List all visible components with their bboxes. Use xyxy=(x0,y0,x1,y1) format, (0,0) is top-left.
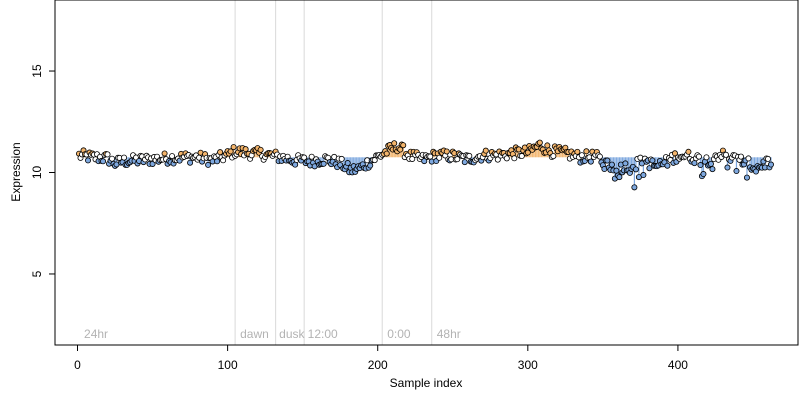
data-point xyxy=(187,159,194,166)
data-point xyxy=(622,160,629,167)
data-point xyxy=(700,171,707,178)
x-tick-label: 400 xyxy=(668,358,688,372)
data-point xyxy=(518,153,525,160)
data-point xyxy=(383,150,390,157)
data-point xyxy=(214,158,221,165)
data-point xyxy=(707,160,714,167)
data-point xyxy=(578,152,585,159)
data-point xyxy=(421,158,428,165)
data-point xyxy=(454,156,461,163)
annotation-label: 0:00 xyxy=(387,327,411,341)
data-point xyxy=(709,166,716,173)
data-point xyxy=(301,154,308,161)
data-point xyxy=(752,168,759,175)
data-point xyxy=(320,160,327,167)
data-point xyxy=(632,166,639,173)
data-point xyxy=(767,161,774,168)
data-point xyxy=(466,152,473,159)
data-point xyxy=(544,142,551,149)
data-point xyxy=(691,160,698,167)
data-point xyxy=(391,140,398,147)
data-point xyxy=(613,167,620,174)
y-axis-title: Expression xyxy=(9,142,23,201)
data-point xyxy=(646,165,653,172)
data-point xyxy=(524,149,531,156)
data-point xyxy=(745,155,752,162)
data-point xyxy=(550,153,557,160)
data-point xyxy=(85,157,92,164)
annotation-label: dawn xyxy=(240,327,269,341)
data-point xyxy=(220,157,227,164)
data-point xyxy=(217,149,224,156)
data-point xyxy=(409,155,416,162)
x-tick-label: 100 xyxy=(218,358,238,372)
x-tick-label: 200 xyxy=(368,358,388,372)
annotation-label: 48hr xyxy=(437,327,461,341)
data-point xyxy=(367,162,374,169)
data-point xyxy=(695,153,702,160)
data-point xyxy=(230,144,237,151)
data-point xyxy=(764,155,771,162)
annotation-label: dusk xyxy=(279,327,305,341)
x-axis-title: Sample index xyxy=(390,376,463,390)
annotation-label: 24hr xyxy=(84,327,108,341)
data-point xyxy=(344,160,351,167)
data-point xyxy=(608,161,615,168)
data-point xyxy=(443,148,450,155)
x-axis: 0 100 200 300 400 xyxy=(74,344,688,372)
data-point xyxy=(631,184,638,191)
data-point xyxy=(511,155,518,162)
vertical-marker-lines xyxy=(234,0,433,345)
data-point xyxy=(671,150,678,157)
data-point xyxy=(697,162,704,169)
data-point xyxy=(461,159,468,166)
x-tick-label: 0 xyxy=(74,358,81,372)
data-point xyxy=(724,164,731,171)
data-point xyxy=(640,172,647,179)
data-point xyxy=(104,151,111,158)
data-point xyxy=(616,174,623,181)
data-point xyxy=(685,148,692,155)
data-point xyxy=(427,153,434,160)
y-tick-label: 15 xyxy=(30,64,44,78)
data-point xyxy=(436,154,443,161)
data-point xyxy=(257,146,264,153)
data-point xyxy=(743,174,750,181)
y-tick-label: 10 xyxy=(30,166,44,180)
data-point xyxy=(583,148,590,155)
plot-background xyxy=(55,0,798,345)
data-point xyxy=(503,155,510,162)
annotation-label: 12:00 xyxy=(308,327,338,341)
data-point xyxy=(400,142,407,149)
time-annotations: 24hr dawn dusk 12:00 0:00 48hr xyxy=(84,327,461,341)
data-point xyxy=(227,148,234,155)
data-point xyxy=(494,156,501,163)
data-point xyxy=(161,150,168,157)
data-point xyxy=(596,153,603,160)
data-points xyxy=(76,139,774,191)
data-point xyxy=(649,157,656,164)
data-point xyxy=(604,157,611,164)
data-point xyxy=(703,154,710,161)
data-point xyxy=(482,147,489,154)
data-point xyxy=(121,154,128,161)
data-point xyxy=(587,158,594,165)
data-point xyxy=(205,161,212,168)
data-point xyxy=(109,155,116,162)
data-point xyxy=(574,148,581,155)
data-point xyxy=(733,168,740,175)
y-tick-label: 5 xyxy=(30,270,44,277)
data-point xyxy=(338,155,345,162)
x-tick-label: 300 xyxy=(518,358,538,372)
data-point xyxy=(169,153,176,160)
data-point xyxy=(664,162,671,169)
data-point xyxy=(722,151,729,158)
data-point xyxy=(737,153,744,160)
data-point xyxy=(100,158,107,165)
y-axis: 5 10 15 xyxy=(30,64,56,277)
data-point xyxy=(536,139,543,146)
data-point xyxy=(308,153,315,160)
